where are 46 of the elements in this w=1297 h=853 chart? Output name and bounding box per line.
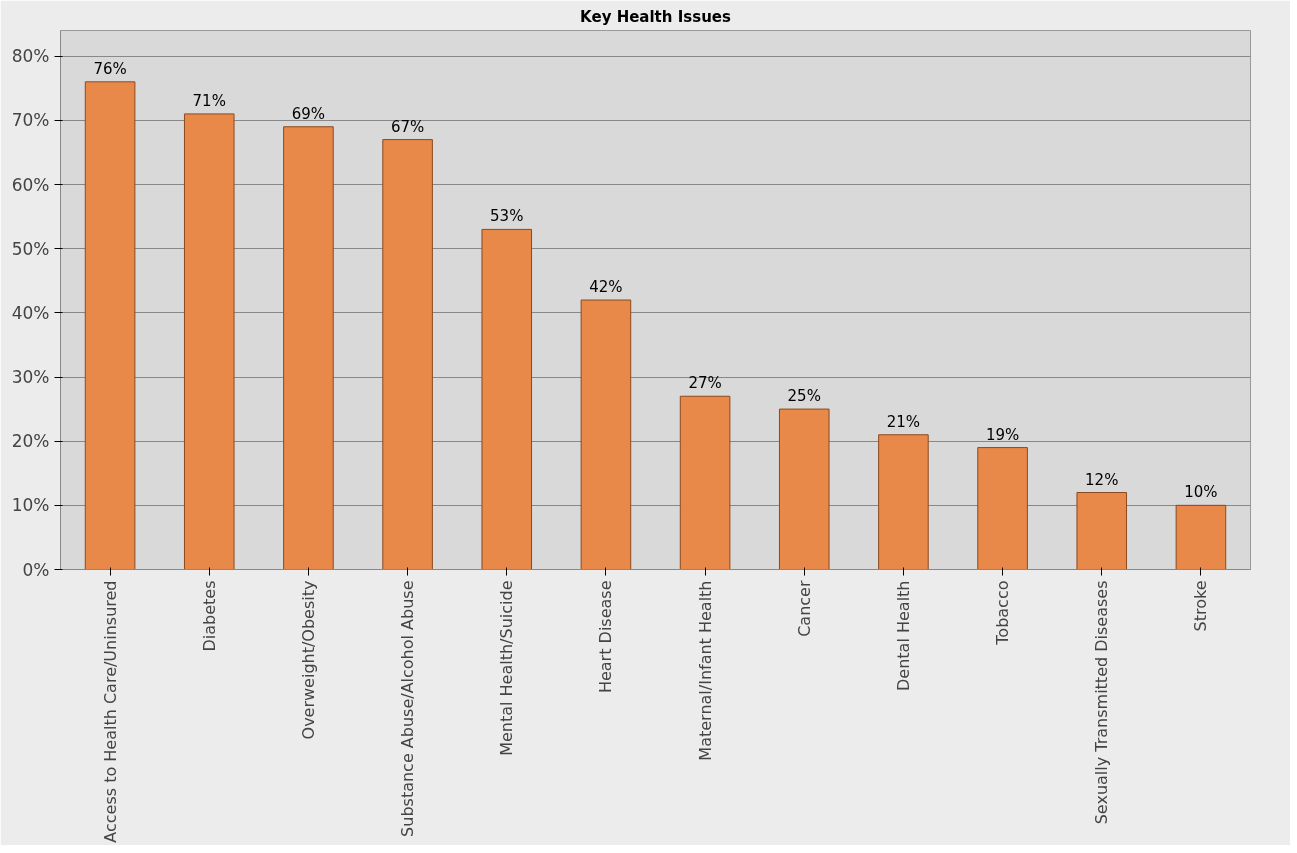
x-tick-label: Cancer	[794, 580, 814, 637]
y-tick-label: 50%	[11, 238, 50, 259]
data-label: 10%	[1184, 483, 1218, 502]
data-label: 19%	[985, 425, 1020, 444]
data-label: 69%	[291, 104, 326, 123]
x-tick-label: Sexually Transmitted Diseases	[1092, 580, 1112, 825]
y-tick-label: 10%	[11, 495, 50, 516]
x-tick-label: Maternal/Infant Health	[695, 580, 715, 761]
bar	[977, 447, 1028, 570]
data-label: 12%	[1085, 470, 1119, 489]
y-tick-label: 80%	[11, 46, 50, 67]
bar	[778, 408, 830, 570]
data-label: 27%	[688, 374, 722, 393]
x-tick-label: Mental Health/Suicide	[497, 580, 517, 756]
x-tick-label: Dental Health	[893, 580, 913, 691]
x-tick-label: Stroke	[1191, 580, 1211, 632]
y-tick-label: 70%	[11, 110, 50, 131]
data-label: 71%	[192, 91, 226, 110]
data-label: 53%	[490, 207, 524, 226]
data-label: 76%	[93, 59, 127, 78]
data-label: 21%	[886, 412, 921, 431]
data-label: 25%	[787, 387, 821, 406]
x-tick-label: Diabetes	[199, 580, 219, 652]
bar	[84, 81, 136, 570]
bar	[580, 299, 632, 570]
data-label: 67%	[390, 117, 425, 136]
x-tick-label: Heart Disease	[596, 580, 616, 694]
x-tick-label: Tobacco	[993, 580, 1013, 646]
y-tick-label: 30%	[11, 367, 50, 387]
y-tick-label: 60%	[11, 174, 50, 195]
bar	[1076, 492, 1128, 570]
bar	[1175, 504, 1227, 570]
bar	[283, 126, 334, 570]
x-tick-label: Overweight/Obesity	[298, 580, 318, 740]
bar	[878, 434, 929, 570]
bar	[481, 228, 533, 570]
data-label: 42%	[589, 278, 623, 296]
x-tick-label: Substance Abuse/Alcohol Abuse	[398, 580, 418, 837]
y-tick-label: 20%	[11, 431, 50, 452]
bar	[679, 395, 731, 570]
bar	[382, 139, 433, 570]
chart-title: Key Health Issues	[580, 7, 731, 26]
x-tick-label: Access to Health Care/Uninsured	[100, 580, 120, 843]
bar	[183, 113, 235, 570]
y-tick-label: 40%	[11, 302, 50, 323]
y-tick-label: 0%	[22, 559, 50, 580]
